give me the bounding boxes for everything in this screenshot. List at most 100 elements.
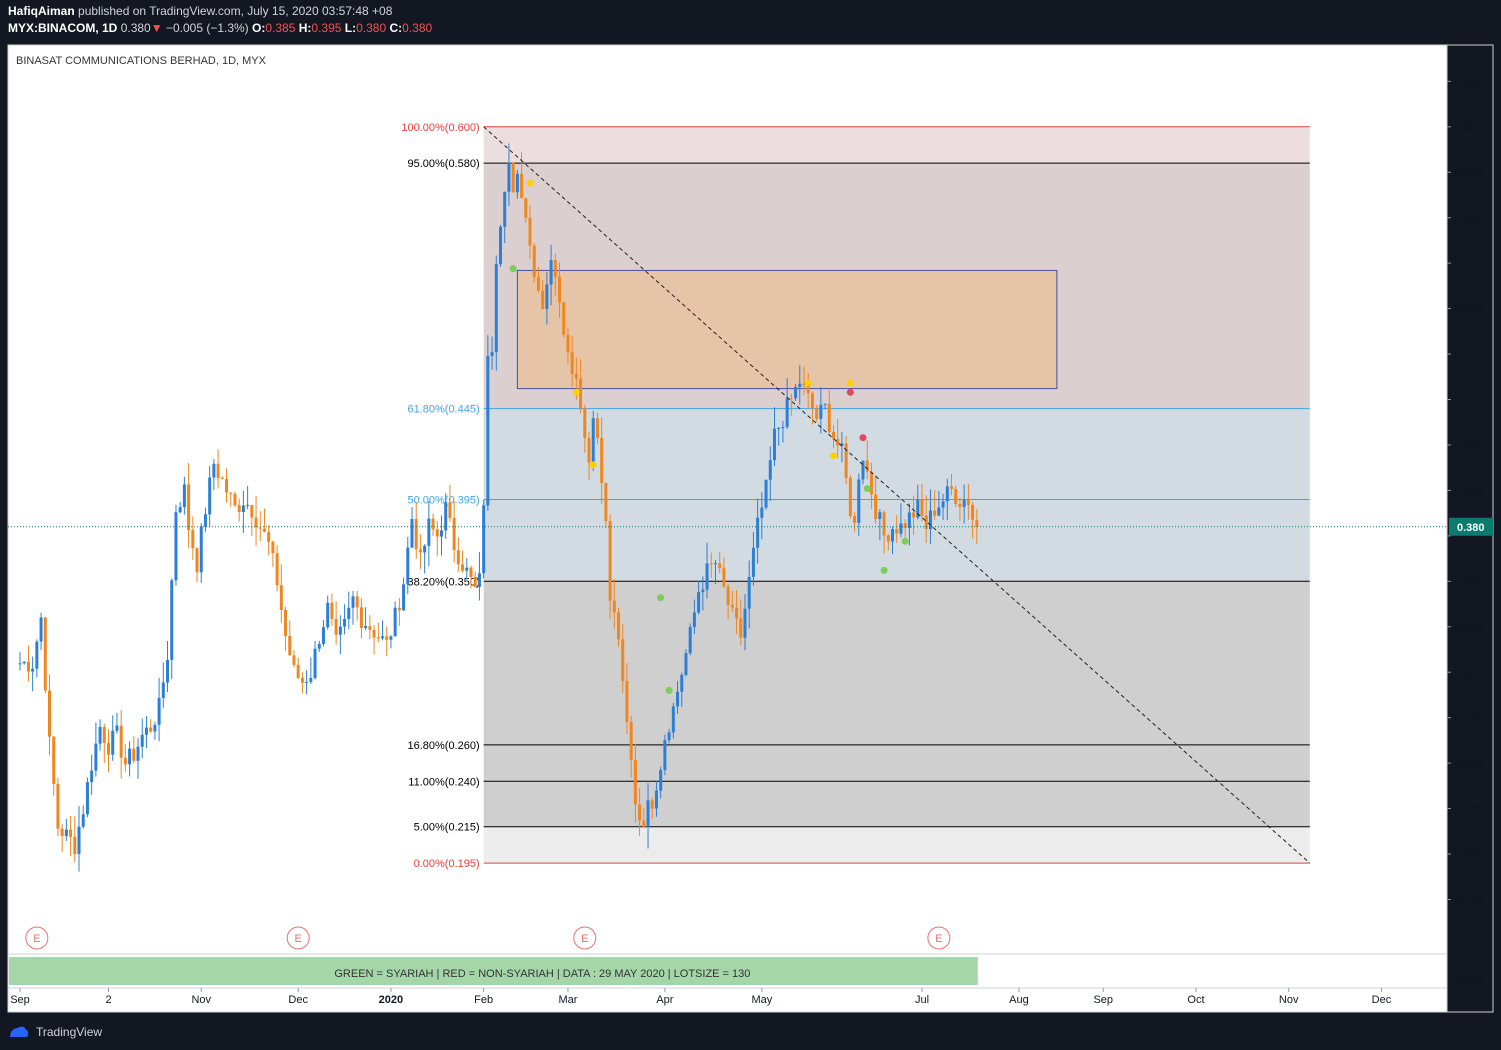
- price-tick-label: 0.475: [1455, 349, 1483, 361]
- candle-body: [43, 617, 47, 691]
- signal-dot: [526, 179, 534, 187]
- candle-body: [853, 516, 857, 523]
- signal-dot: [589, 461, 597, 469]
- candle-body: [583, 408, 587, 438]
- candle-body: [874, 494, 878, 520]
- candle-body: [646, 800, 650, 827]
- candle-body: [317, 643, 321, 649]
- candle-body: [161, 682, 165, 698]
- candle-body: [848, 477, 852, 517]
- time-tick-label: 2020: [379, 994, 403, 1006]
- signal-dot: [859, 434, 867, 442]
- candle-body: [903, 523, 907, 529]
- candle-body: [258, 527, 262, 529]
- candle-body: [794, 387, 798, 399]
- candle-body: [621, 639, 625, 682]
- candle-body: [216, 463, 220, 478]
- candle-body: [347, 607, 351, 619]
- candle-body: [827, 403, 831, 433]
- candle-body: [840, 443, 844, 446]
- candle-body: [300, 677, 304, 683]
- price-tick-label: 0.625: [1455, 76, 1483, 88]
- earnings-marker: [927, 926, 951, 950]
- fib-level-label: 95.00%(0.580): [407, 158, 479, 170]
- candle-body: [351, 596, 355, 608]
- price-tick-label: 0.600: [1455, 122, 1483, 134]
- candle-body: [528, 217, 532, 246]
- time-tick-label: Aug: [1009, 994, 1029, 1006]
- candle-body: [364, 626, 368, 629]
- signal-dot: [846, 388, 854, 396]
- candle-body: [524, 198, 528, 218]
- candle-body: [760, 507, 764, 518]
- candle-body: [574, 374, 578, 379]
- candle-body: [684, 653, 688, 675]
- candle-body: [128, 748, 132, 765]
- candle-body: [566, 334, 570, 353]
- candle-body: [777, 428, 781, 430]
- candle-body: [823, 403, 827, 405]
- candle-body: [452, 518, 456, 551]
- candle-body: [916, 499, 920, 518]
- author-name[interactable]: HafiqAiman: [8, 4, 75, 18]
- candle-body: [199, 526, 203, 573]
- chart-title: BINASAT COMMUNICATIONS BERHAD, 1D, MYX: [16, 55, 267, 67]
- candle-body: [469, 567, 473, 577]
- candle-body: [448, 502, 452, 519]
- fib-level-label: 5.00%(0.215): [414, 822, 480, 834]
- candle-body: [208, 477, 212, 515]
- candle-body: [144, 727, 148, 735]
- tradingview-footer[interactable]: TradingView: [8, 1022, 102, 1042]
- candle-body: [950, 486, 954, 489]
- fib-level-label: 0.00%(0.195): [414, 858, 480, 870]
- candle-body: [659, 769, 663, 791]
- candle-body: [389, 636, 393, 640]
- candle-body: [473, 576, 477, 587]
- price-tick-label: 0.400: [1455, 485, 1483, 497]
- candle-body: [60, 828, 64, 836]
- candle-body: [975, 519, 979, 527]
- candle-body: [718, 563, 722, 568]
- candle-body: [195, 548, 199, 573]
- close-value: 0.380: [402, 21, 433, 35]
- candle-body: [444, 502, 448, 531]
- candle-body: [553, 259, 557, 277]
- signal-dot: [509, 265, 517, 273]
- candle-body: [861, 460, 865, 480]
- candle-body: [48, 690, 52, 737]
- publish-line: HafiqAiman published on TradingView.com,…: [8, 4, 392, 18]
- candle-body: [94, 743, 98, 771]
- candle-body: [81, 814, 85, 827]
- candle-body: [372, 629, 376, 638]
- time-tick-label: Nov: [191, 994, 211, 1006]
- earnings-marker: [573, 926, 597, 950]
- price-tick-label: 0.425: [1455, 440, 1483, 452]
- candle-body: [692, 612, 696, 627]
- candle-body: [625, 681, 629, 723]
- candle-body: [482, 505, 486, 574]
- candle-body: [541, 290, 545, 310]
- candle-body: [435, 529, 439, 537]
- candle-body: [166, 659, 170, 683]
- candle-body: [73, 836, 77, 855]
- price-change: −0.005 (−1.3%): [165, 21, 249, 35]
- low-value: 0.380: [356, 21, 387, 35]
- candle-body: [334, 618, 338, 635]
- candle-body: [203, 514, 207, 527]
- signal-dot: [863, 485, 871, 493]
- candle-body: [376, 637, 380, 639]
- candle-body: [878, 512, 882, 520]
- candle-body: [751, 547, 755, 577]
- candle-body: [886, 535, 890, 542]
- candle-body: [941, 501, 945, 508]
- candle-body: [406, 547, 410, 585]
- candle-body: [617, 612, 621, 640]
- candle-body: [326, 602, 330, 628]
- candle-body: [958, 504, 962, 507]
- candle-body: [768, 460, 772, 480]
- last-price: 0.380: [120, 21, 151, 35]
- candle-body: [709, 563, 713, 565]
- candle-body: [836, 438, 840, 446]
- time-tick-label: Apr: [656, 994, 673, 1006]
